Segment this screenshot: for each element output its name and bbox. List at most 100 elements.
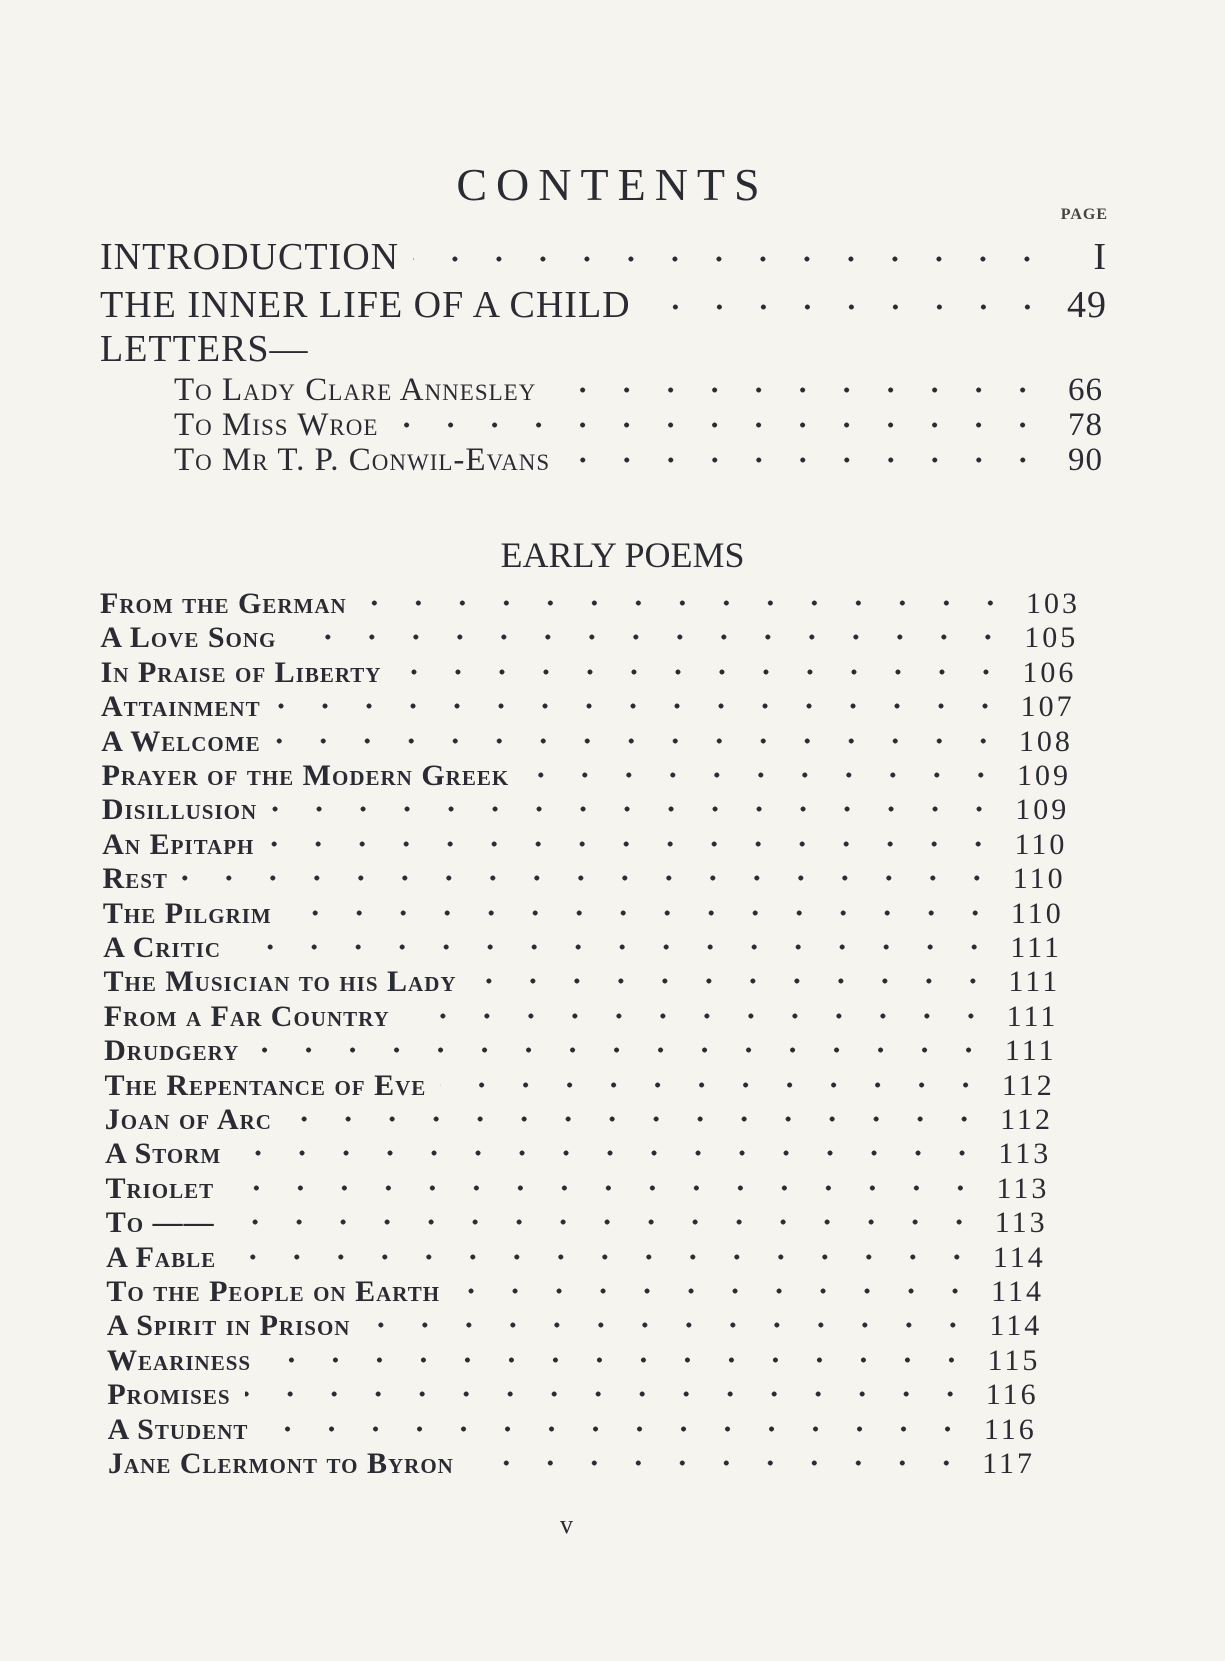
entry-title: The Pilgrim xyxy=(102,896,272,930)
dot-leader xyxy=(268,839,1001,848)
toc-entry: A Student 116 xyxy=(108,1414,1037,1445)
toc-entry: Promises 116 xyxy=(107,1379,1038,1410)
toc-entry: INTRODUCTION I xyxy=(100,236,1107,278)
entry-title: Attainment xyxy=(100,690,261,724)
entry-title: A Student xyxy=(107,1412,249,1446)
entry-page-number: I xyxy=(1093,236,1107,278)
entry-page-number: 114 xyxy=(989,1309,1043,1343)
dot-leader xyxy=(644,303,1049,311)
entry-page-number: 111 xyxy=(1010,931,1062,964)
entry-title: To Mr T. P. Conwil-Evans xyxy=(174,442,551,478)
entry-page-number: 103 xyxy=(1026,587,1080,620)
entry-page-number: 110 xyxy=(1014,827,1068,861)
entry-title: A Critic xyxy=(103,931,222,964)
dot-leader xyxy=(454,1287,978,1295)
dot-leader xyxy=(235,943,997,951)
entry-title: From the German xyxy=(100,587,347,620)
entry-page-number: 109 xyxy=(1015,793,1070,827)
entry-title: Prayer of the Modern Greek xyxy=(101,759,510,792)
entry-title: Drudgery xyxy=(104,1034,240,1068)
entry-title: The Musician to his Lady xyxy=(103,965,457,999)
toc-entry: Jane Clermont to Byron 117 xyxy=(108,1448,1035,1479)
entry-title: THE INNER LIFE OF A CHILD xyxy=(100,284,631,326)
entry-page-number: 113 xyxy=(998,1137,1052,1171)
entry-page-number: 110 xyxy=(1012,862,1066,896)
entry-page-number: 110 xyxy=(1010,896,1064,930)
entry-page-number: 114 xyxy=(991,1275,1044,1308)
page-title: CONTENTS xyxy=(0,160,1225,210)
dot-leader xyxy=(228,1218,981,1227)
toc-entry: An Epitaph 110 xyxy=(102,829,1067,860)
toc-entry: From the German 103 xyxy=(100,588,1080,619)
toc-entry: Prayer of the Modern Greek 109 xyxy=(102,760,1071,791)
toc-entry: A Critic 111 xyxy=(103,932,1062,963)
dot-leader xyxy=(564,456,1045,464)
toc-entry: To Miss Wroe 78 xyxy=(174,409,1103,442)
dot-leader xyxy=(323,347,1049,355)
dot-leader xyxy=(392,421,1045,429)
toc-entry: The Pilgrim 110 xyxy=(103,898,1064,929)
entry-title: Joan of Arc xyxy=(104,1103,272,1136)
dot-leader xyxy=(274,702,1007,711)
entry-title: The Repentance of Eve xyxy=(104,1068,427,1102)
entry-page-number: 111 xyxy=(1008,965,1061,999)
page-column-label: PAGE xyxy=(1060,206,1108,223)
toc-entry: Attainment 107 xyxy=(101,691,1075,722)
toc-entry: THE INNER LIFE OF A CHILD 49 xyxy=(100,284,1107,326)
toc-entry: To Mr T. P. Conwil-Evans 90 xyxy=(174,444,1103,477)
toc-entry: LETTERS— xyxy=(100,328,1107,370)
dot-leader xyxy=(228,1183,983,1192)
toc-entry: A Storm 113 xyxy=(105,1138,1051,1169)
entry-page-number: 116 xyxy=(985,1378,1039,1412)
section-heading: EARLY POEMS xyxy=(500,535,745,575)
dot-leader xyxy=(413,255,1049,263)
entry-page-number: 49 xyxy=(1067,284,1107,326)
toc-entry: A Fable 114 xyxy=(106,1242,1046,1273)
entry-title: To Miss Wroe xyxy=(174,407,379,443)
toc-entry: To —— 113 xyxy=(106,1207,1048,1238)
toc-entry: Disillusion 109 xyxy=(102,794,1069,825)
toc-entry: Weariness 115 xyxy=(107,1345,1040,1376)
entry-title: To Lady Clare Annesley xyxy=(174,372,537,408)
toc-entry: Rest 110 xyxy=(103,863,1066,894)
entry-title: From a Far Country xyxy=(103,999,390,1033)
entry-page-number: 109 xyxy=(1017,759,1071,792)
entry-title: A Spirit in Prison xyxy=(106,1309,351,1343)
toc-entry: To the People on Earth 114 xyxy=(106,1276,1044,1307)
entry-title: Promises xyxy=(107,1378,231,1412)
entry-page-number: 78 xyxy=(1068,407,1103,443)
entry-title: A Welcome xyxy=(101,724,261,758)
toc-entry: Drudgery 111 xyxy=(104,1035,1056,1066)
toc-entry: Joan of Arc 112 xyxy=(105,1104,1053,1135)
entry-title: To —— xyxy=(105,1206,215,1240)
toc-entry: A Welcome 108 xyxy=(101,726,1073,757)
entry-page-number: 114 xyxy=(992,1240,1046,1274)
entry-title: Disillusion xyxy=(101,793,258,827)
dot-leader xyxy=(262,1424,970,1433)
entry-title: A Love Song xyxy=(100,621,277,655)
dot-leader xyxy=(230,1252,979,1261)
dot-leader xyxy=(285,1115,987,1123)
entry-title: Triolet xyxy=(105,1171,215,1205)
dot-leader xyxy=(253,1046,991,1055)
page-folio: v xyxy=(560,1510,573,1539)
dot-leader xyxy=(290,633,1011,642)
entry-page-number: 115 xyxy=(987,1343,1041,1377)
dot-leader xyxy=(181,874,999,883)
dot-leader xyxy=(285,908,997,917)
entry-page-number: 113 xyxy=(996,1171,1050,1205)
entry-page-number: 90 xyxy=(1068,442,1103,478)
entry-title: Rest xyxy=(102,862,168,896)
entry-page-number: 112 xyxy=(1000,1103,1053,1136)
entry-title: Weariness xyxy=(107,1343,252,1377)
entry-page-number: 113 xyxy=(994,1206,1048,1240)
dot-leader xyxy=(523,771,1003,779)
toc-entry: In Praise of Liberty 106 xyxy=(101,657,1077,688)
entry-page-number: 108 xyxy=(1018,724,1073,758)
entry-title: A Storm xyxy=(105,1137,222,1171)
toc-entry: Triolet 113 xyxy=(105,1173,1049,1204)
entry-page-number: 107 xyxy=(1020,690,1075,724)
entry-page-number: 106 xyxy=(1022,655,1077,689)
entry-title: To the People on Earth xyxy=(106,1275,441,1308)
dot-leader xyxy=(271,805,1002,814)
